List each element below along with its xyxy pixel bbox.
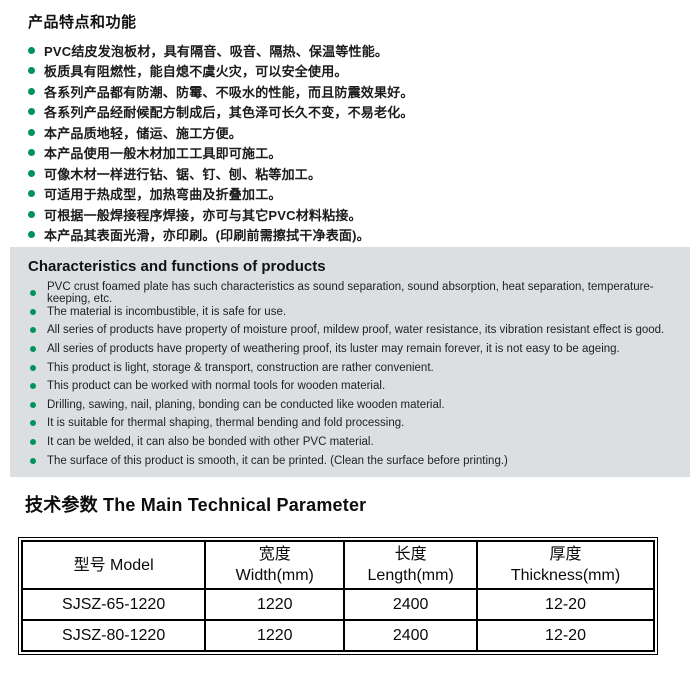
bullet-text: This product can be worked with normal t… — [47, 380, 386, 393]
list-item: It is suitable for thermal shaping, ther… — [28, 414, 680, 433]
list-item: 本产品其表面光滑，亦印刷。(印刷前需擦拭干净表面)。 — [28, 225, 688, 246]
bullet-dot-icon — [30, 308, 36, 315]
bullet-dot-icon — [28, 87, 35, 95]
list-item: 可适用于热成型，加热弯曲及折叠加工。 — [28, 184, 688, 205]
list-item: 可像木材一样进行钻、锯、钉、刨、粘等加工。 — [28, 163, 688, 184]
header-length-cn: 长度 — [394, 546, 427, 563]
bullet-dot-icon — [28, 46, 35, 54]
bullet-text: The surface of this product is smooth, i… — [47, 454, 508, 467]
cell-thickness: 12-20 — [476, 619, 655, 652]
bullet-text: 可根据一般焊接程序焊接，亦可与其它PVC材料粘接。 — [44, 207, 362, 223]
bullet-text: PVC crust foamed plate has such characte… — [47, 281, 654, 306]
cell-model: SJSZ-80-1220 — [20, 619, 207, 652]
bullet-dot-icon — [28, 108, 35, 116]
tech-section-title: 技术参数 The Main Technical Parameter — [25, 495, 367, 515]
bullet-text: 可像木材一样进行钻、锯、钉、刨、粘等加工。 — [44, 166, 322, 182]
bullet-text: It is suitable for thermal shaping, ther… — [47, 417, 405, 430]
bullet-dot-icon — [30, 401, 36, 408]
parameter-table-frame: 型号 Model 宽度 Width(mm) 长度 Length(mm) 厚度 T… — [18, 537, 658, 655]
bullet-text: 本产品使用一般木材加工工具即可施工。 — [44, 146, 282, 162]
header-model: 型号 Model — [20, 540, 207, 590]
bullet-dot-icon — [28, 231, 35, 239]
list-item: 板质具有阻燃性，能自熄不虞火灾，可以安全使用。 — [28, 61, 688, 82]
list-item: 各系列产品经耐候配方制成后，其色泽可长久不变，不易老化。 — [28, 102, 688, 123]
list-item: All series of products have property of … — [28, 321, 680, 340]
bullet-dot-icon — [30, 290, 36, 297]
list-item: The material is incombustible, it is saf… — [28, 303, 680, 322]
bullet-dot-icon — [28, 67, 35, 75]
table-row: SJSZ-80-1220 1220 2400 12-20 — [20, 619, 655, 652]
bullet-dot-icon — [28, 149, 35, 157]
bullet-dot-icon — [30, 457, 36, 464]
bullet-dot-icon — [28, 210, 35, 218]
bullet-dot-icon — [30, 383, 36, 390]
header-thickness-en: Thickness(mm) — [510, 567, 621, 584]
bullet-dot-icon — [28, 169, 35, 177]
bullet-dot-icon — [30, 420, 36, 427]
cell-thickness: 12-20 — [476, 588, 655, 621]
bullet-text: PVC结皮发泡板材，具有隔音、吸音、隔热、保温等性能。 — [44, 43, 389, 59]
list-item: PVC结皮发泡板材，具有隔音、吸音、隔热、保温等性能。 — [28, 40, 688, 61]
cell-width: 1220 — [204, 619, 346, 652]
cell-length: 2400 — [343, 588, 479, 621]
header-length: 长度 Length(mm) — [343, 540, 479, 590]
list-item: 本产品质地轻，储运、施工方便。 — [28, 122, 688, 143]
list-item: PVC crust foamed plate has such characte… — [28, 281, 680, 306]
bullet-text: 可适用于热成型，加热弯曲及折叠加工。 — [44, 187, 282, 203]
list-item: The surface of this product is smooth, i… — [28, 451, 680, 470]
bullet-text: All series of products have property of … — [47, 343, 620, 356]
cell-model: SJSZ-65-1220 — [20, 588, 207, 621]
table-header-row: 型号 Model 宽度 Width(mm) 长度 Length(mm) 厚度 T… — [20, 540, 655, 590]
list-item: This product can be worked with normal t… — [28, 377, 680, 396]
bullet-dot-icon — [28, 128, 35, 136]
header-thickness: 厚度 Thickness(mm) — [476, 540, 655, 590]
list-item: Drilling, sawing, nail, planing, bonding… — [28, 396, 680, 415]
en-section-title: Characteristics and functions of product… — [28, 258, 326, 275]
en-feature-list: PVC crust foamed plate has such characte… — [28, 281, 680, 470]
bullet-text: This product is light, storage & transpo… — [47, 361, 434, 374]
list-item: It can be welded, it can also be bonded … — [28, 433, 680, 452]
bullet-text: 本产品质地轻，储运、施工方便。 — [44, 125, 243, 141]
bullet-dot-icon — [30, 327, 36, 334]
table-row: SJSZ-65-1220 1220 2400 12-20 — [20, 588, 655, 621]
list-item: 各系列产品都有防潮、防霉、不吸水的性能，而且防震效果好。 — [28, 81, 688, 102]
bullet-text: All series of products have property of … — [47, 324, 665, 337]
cell-width: 1220 — [204, 588, 346, 621]
header-model-label: 型号 Model — [73, 556, 154, 574]
header-width-cn: 宽度 — [258, 546, 291, 563]
bullet-dot-icon — [28, 190, 35, 198]
en-characteristics-panel: Characteristics and functions of product… — [10, 247, 690, 477]
header-thickness-cn: 厚度 — [549, 546, 582, 563]
parameter-table: 型号 Model 宽度 Width(mm) 长度 Length(mm) 厚度 T… — [20, 540, 655, 652]
bullet-text: 各系列产品经耐候配方制成后，其色泽可长久不变，不易老化。 — [44, 105, 414, 121]
bullet-text: 板质具有阻燃性，能自熄不虞火灾，可以安全使用。 — [44, 64, 348, 80]
bullet-text: The material is incombustible, it is saf… — [47, 305, 287, 318]
cn-features-section: 产品特点和功能 PVC结皮发泡板材，具有隔音、吸音、隔热、保温等性能。 板质具有… — [28, 13, 688, 245]
bullet-dot-icon — [30, 439, 36, 446]
cn-feature-list: PVC结皮发泡板材，具有隔音、吸音、隔热、保温等性能。 板质具有阻燃性，能自熄不… — [28, 40, 688, 245]
bullet-dot-icon — [30, 364, 36, 371]
header-width-en: Width(mm) — [235, 567, 314, 584]
bullet-text: It can be welded, it can also be bonded … — [47, 436, 374, 449]
header-length-en: Length(mm) — [367, 567, 454, 584]
bullet-text: 本产品其表面光滑，亦印刷。(印刷前需擦拭干净表面)。 — [44, 228, 370, 244]
cell-length: 2400 — [343, 619, 479, 652]
header-width: 宽度 Width(mm) — [204, 540, 346, 590]
list-item: This product is light, storage & transpo… — [28, 358, 680, 377]
list-item: 可根据一般焊接程序焊接，亦可与其它PVC材料粘接。 — [28, 204, 688, 225]
list-item: 本产品使用一般木材加工工具即可施工。 — [28, 143, 688, 164]
cn-section-title: 产品特点和功能 — [28, 14, 137, 31]
bullet-text: 各系列产品都有防潮、防霉、不吸水的性能，而且防震效果好。 — [44, 84, 414, 100]
bullet-text: Drilling, sawing, nail, planing, bonding… — [47, 398, 445, 411]
bullet-dot-icon — [30, 346, 36, 353]
list-item: All series of products have property of … — [28, 340, 680, 359]
